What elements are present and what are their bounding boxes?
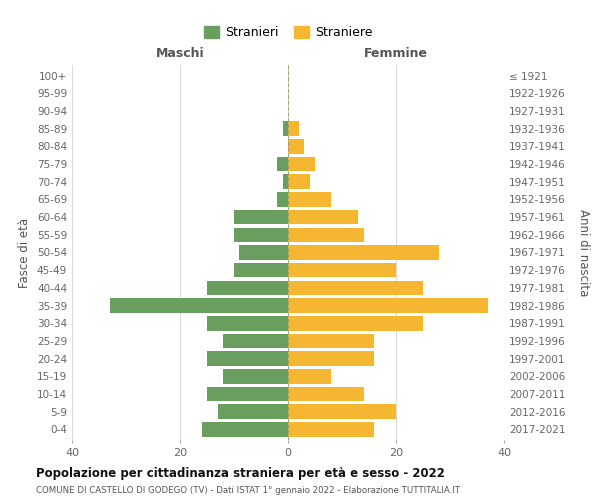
Bar — [202, 422, 288, 436]
Bar — [288, 228, 364, 242]
Bar — [288, 157, 315, 172]
Bar — [288, 316, 423, 330]
Bar — [110, 298, 288, 313]
Bar — [288, 422, 374, 436]
Bar — [288, 369, 331, 384]
Bar — [288, 139, 304, 154]
Bar — [223, 369, 288, 384]
Text: Femmine: Femmine — [364, 46, 428, 60]
Bar — [207, 352, 288, 366]
Text: COMUNE DI CASTELLO DI GODEGO (TV) - Dati ISTAT 1° gennaio 2022 - Elaborazione TU: COMUNE DI CASTELLO DI GODEGO (TV) - Dati… — [36, 486, 460, 495]
Bar — [277, 192, 288, 206]
Bar — [288, 334, 374, 348]
Legend: Stranieri, Straniere: Stranieri, Straniere — [204, 26, 372, 39]
Bar — [234, 228, 288, 242]
Bar — [207, 316, 288, 330]
Bar — [288, 263, 396, 278]
Bar — [288, 122, 299, 136]
Y-axis label: Anni di nascita: Anni di nascita — [577, 209, 590, 296]
Bar — [277, 157, 288, 172]
Bar — [234, 210, 288, 224]
Bar — [288, 245, 439, 260]
Bar — [288, 210, 358, 224]
Bar — [288, 174, 310, 189]
Text: Popolazione per cittadinanza straniera per età e sesso - 2022: Popolazione per cittadinanza straniera p… — [36, 468, 445, 480]
Bar — [288, 404, 396, 419]
Bar — [239, 245, 288, 260]
Bar — [223, 334, 288, 348]
Bar — [207, 387, 288, 402]
Bar — [234, 263, 288, 278]
Y-axis label: Fasce di età: Fasce di età — [19, 218, 31, 288]
Bar — [288, 298, 488, 313]
Bar — [288, 352, 374, 366]
Bar — [288, 192, 331, 206]
Bar — [283, 122, 288, 136]
Bar — [288, 387, 364, 402]
Bar — [283, 174, 288, 189]
Bar — [207, 280, 288, 295]
Bar — [288, 280, 423, 295]
Text: Maschi: Maschi — [155, 46, 205, 60]
Bar — [218, 404, 288, 419]
